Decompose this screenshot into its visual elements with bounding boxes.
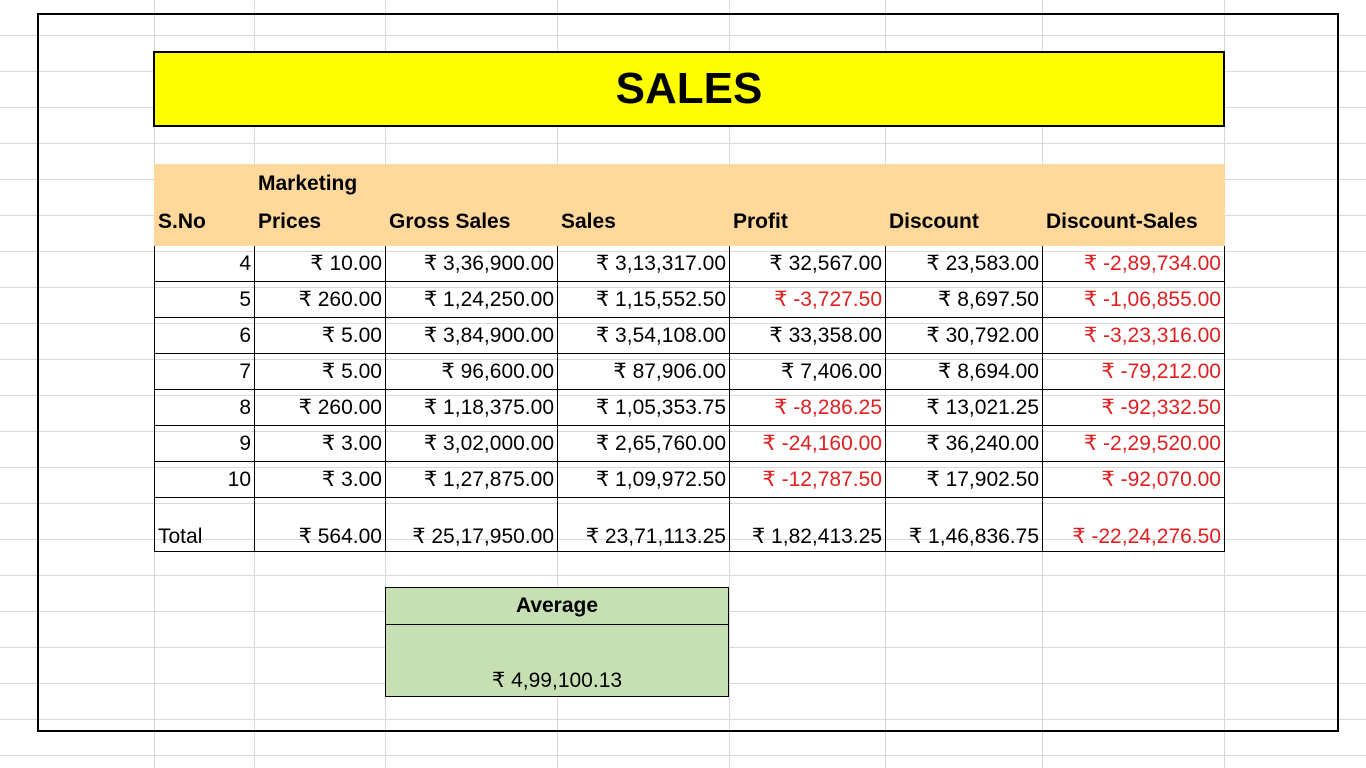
gross-sales-cell[interactable]: ₹ 3,84,900.00 [385,317,558,354]
profit-cell[interactable]: ₹ 32,567.00 [729,245,886,282]
sales-cell[interactable]: ₹ 3,13,317.00 [557,245,730,282]
discount-cell[interactable]: ₹ 23,583.00 [885,245,1043,282]
table-row: 8 ₹ 260.00 ₹ 1,18,375.00 ₹ 1,05,353.75 ₹… [154,389,1225,426]
gross-sales-cell[interactable]: ₹ 3,36,900.00 [385,245,558,282]
table-row: 4 ₹ 10.00 ₹ 3,36,900.00 ₹ 3,13,317.00 ₹ … [154,245,1225,282]
marketing-price-cell[interactable]: ₹ 10.00 [254,245,386,282]
sno-cell[interactable]: 9 [154,425,255,462]
sales-cell[interactable]: ₹ 3,54,108.00 [557,317,730,354]
sno-cell[interactable]: 6 [154,317,255,354]
header-cell[interactable]: S.No [154,164,255,246]
profit-cell[interactable]: ₹ -3,727.50 [729,281,886,318]
average-box: Average ₹ 4,99,100.13 [385,587,729,697]
profit-cell[interactable]: ₹ -8,286.25 [729,389,886,426]
sno-cell[interactable]: 10 [154,461,255,498]
total-marketing-cell[interactable]: ₹ 564.00 [254,497,386,552]
gross-sales-cell[interactable]: ₹ 96,600.00 [385,353,558,390]
sno-cell[interactable]: 7 [154,353,255,390]
profit-cell[interactable]: ₹ 33,358.00 [729,317,886,354]
total-row: Total ₹ 564.00 ₹ 25,17,950.00 ₹ 23,71,11… [154,497,1225,552]
sales-cell[interactable]: ₹ 1,09,972.50 [557,461,730,498]
profit-cell[interactable]: ₹ 7,406.00 [729,353,886,390]
discount-cell[interactable]: ₹ 36,240.00 [885,425,1043,462]
discount-sales-cell[interactable]: ₹ -79,212.00 [1042,353,1225,390]
marketing-price-cell[interactable]: ₹ 260.00 [254,281,386,318]
sales-title: SALES [615,64,763,113]
marketing-price-cell[interactable]: ₹ 5.00 [254,317,386,354]
header-cell[interactable]: Gross Sales [385,164,558,246]
sno-cell[interactable]: 8 [154,389,255,426]
table-row: 9 ₹ 3.00 ₹ 3,02,000.00 ₹ 2,65,760.00 ₹ -… [154,425,1225,462]
gridline [1224,0,1225,768]
discount-cell[interactable]: ₹ 13,021.25 [885,389,1043,426]
marketing-price-cell[interactable]: ₹ 3.00 [254,425,386,462]
marketing-price-cell[interactable]: ₹ 5.00 [254,353,386,390]
header-cell[interactable]: Discount-Sales [1042,164,1225,246]
discount-sales-cell[interactable]: ₹ -92,070.00 [1042,461,1225,498]
sno-cell[interactable]: 5 [154,281,255,318]
profit-cell[interactable]: ₹ -12,787.50 [729,461,886,498]
marketing-price-cell[interactable]: ₹ 3.00 [254,461,386,498]
total-gross-sales-cell[interactable]: ₹ 25,17,950.00 [385,497,558,552]
header-cell[interactable]: Marketing Prices [254,164,386,246]
sales-table: S.No Marketing Prices Gross Sales Sales … [154,164,1225,552]
table-row: 7 ₹ 5.00 ₹ 96,600.00 ₹ 87,906.00 ₹ 7,406… [154,353,1225,390]
header-cell[interactable]: Discount [885,164,1043,246]
table-row: 10 ₹ 3.00 ₹ 1,27,875.00 ₹ 1,09,972.50 ₹ … [154,461,1225,498]
discount-sales-cell[interactable]: ₹ -3,23,316.00 [1042,317,1225,354]
total-label-cell[interactable]: Total [154,497,255,552]
discount-sales-cell[interactable]: ₹ -2,89,734.00 [1042,245,1225,282]
total-profit-cell[interactable]: ₹ 1,82,413.25 [729,497,886,552]
header-row: S.No Marketing Prices Gross Sales Sales … [154,164,1225,246]
sales-cell[interactable]: ₹ 2,65,760.00 [557,425,730,462]
sheet-border [37,13,1339,732]
header-cell[interactable]: Profit [729,164,886,246]
discount-cell[interactable]: ₹ 8,694.00 [885,353,1043,390]
discount-cell[interactable]: ₹ 8,697.50 [885,281,1043,318]
profit-cell[interactable]: ₹ -24,160.00 [729,425,886,462]
total-sales-cell[interactable]: ₹ 23,71,113.25 [557,497,730,552]
gross-sales-cell[interactable]: ₹ 3,02,000.00 [385,425,558,462]
table-row: 5 ₹ 260.00 ₹ 1,24,250.00 ₹ 1,15,552.50 ₹… [154,281,1225,318]
marketing-price-cell[interactable]: ₹ 260.00 [254,389,386,426]
sales-cell[interactable]: ₹ 1,05,353.75 [557,389,730,426]
sales-cell[interactable]: ₹ 87,906.00 [557,353,730,390]
average-value-cell[interactable]: ₹ 4,99,100.13 [386,625,728,697]
sales-title-cell[interactable]: SALES [153,51,1225,127]
discount-sales-cell[interactable]: ₹ -1,06,855.00 [1042,281,1225,318]
average-value: ₹ 4,99,100.13 [491,669,623,692]
gross-sales-cell[interactable]: ₹ 1,18,375.00 [385,389,558,426]
total-discount-cell[interactable]: ₹ 1,46,836.75 [885,497,1043,552]
discount-sales-cell[interactable]: ₹ -2,29,520.00 [1042,425,1225,462]
average-header-cell[interactable]: Average [386,588,728,625]
table-row: 6 ₹ 5.00 ₹ 3,84,900.00 ₹ 3,54,108.00 ₹ 3… [154,317,1225,354]
header-cell[interactable]: Sales [557,164,730,246]
gross-sales-cell[interactable]: ₹ 1,27,875.00 [385,461,558,498]
discount-cell[interactable]: ₹ 30,792.00 [885,317,1043,354]
discount-cell[interactable]: ₹ 17,902.50 [885,461,1043,498]
sales-cell[interactable]: ₹ 1,15,552.50 [557,281,730,318]
gross-sales-cell[interactable]: ₹ 1,24,250.00 [385,281,558,318]
total-discount-sales-cell[interactable]: ₹ -22,24,276.50 [1042,497,1225,552]
sno-cell[interactable]: 4 [154,245,255,282]
discount-sales-cell[interactable]: ₹ -92,332.50 [1042,389,1225,426]
average-label: Average [515,594,599,617]
